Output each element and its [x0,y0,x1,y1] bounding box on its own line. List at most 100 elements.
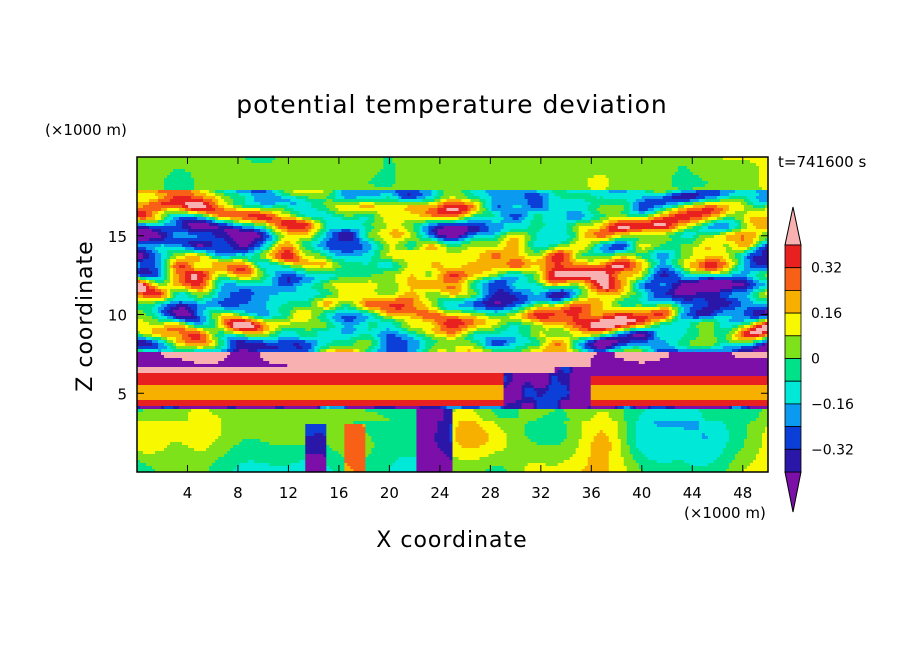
heatmap-cell [287,175,291,179]
heatmap-cell [491,184,496,188]
heatmap-cell [497,172,502,176]
heatmap-cell [296,166,300,170]
heatmap-cell [392,166,396,170]
heatmap-cell [293,160,297,164]
heatmap-cell [641,181,646,185]
heatmap-cell [266,166,270,170]
heatmap-cell [215,166,219,170]
heatmap-cell [452,181,457,185]
heatmap-cell [572,163,577,167]
heatmap-cell [326,184,330,188]
heatmap-cell [404,172,409,176]
heatmap-cell [596,163,601,167]
heatmap-cell [269,184,273,188]
heatmap-cell [428,178,433,182]
heatmap-cell [425,160,430,164]
heatmap-cell [647,181,652,185]
heatmap-cell [749,166,754,170]
heatmap-cell [728,157,733,161]
heatmap-cell [344,172,348,176]
heatmap-cell [470,157,475,161]
heatmap-cell [170,169,174,173]
heatmap-cell [653,163,658,167]
heatmap-cell [167,163,171,167]
heatmap-cell [467,163,472,167]
heatmap-cell [575,163,580,167]
heatmap-cell [671,163,676,167]
heatmap-cell [335,184,339,188]
heatmap-cell [401,166,406,170]
heatmap-cell [461,184,466,188]
heatmap-cell [314,169,318,173]
heatmap-cell [644,175,649,179]
heatmap-cell [350,184,354,188]
heatmap-cell [212,181,216,185]
heatmap-cell [686,157,691,161]
heatmap-cell [731,157,736,161]
heatmap-cell [479,184,484,188]
heatmap-cell [173,181,177,185]
heatmap-cell [482,166,487,170]
heatmap-cell [365,157,369,161]
heatmap-cell [467,184,472,188]
heatmap-cell [560,163,565,167]
heatmap-cell [335,169,339,173]
heatmap-cell [317,172,321,176]
heatmap-cell [398,181,403,185]
heatmap-cell [677,166,682,170]
heatmap-cell [344,184,348,188]
heatmap-cell [353,169,357,173]
heatmap-cell [518,157,523,161]
heatmap-cell [437,169,442,173]
heatmap-cell [536,184,541,188]
heatmap-cell [167,172,171,176]
heatmap-cell [452,157,457,161]
heatmap-cell [566,181,571,185]
heatmap-cell [392,178,396,182]
heatmap-cell [599,172,604,176]
heatmap-cell [437,184,442,188]
heatmap-cell [176,163,180,167]
heatmap-cell [488,175,493,179]
heatmap-cell [305,163,309,167]
heatmap-cell [230,160,234,164]
heatmap-cell [551,163,556,167]
heatmap-cell [299,178,303,182]
heatmap-cell [755,163,760,167]
heatmap-cell [401,163,406,167]
heatmap-cell [539,178,544,182]
heatmap-cell [380,157,384,161]
heatmap-cell [389,157,393,161]
heatmap-cell [281,160,285,164]
heatmap-cell [737,163,742,167]
heatmap-cell [500,175,505,179]
heatmap-cell [254,166,258,170]
heatmap-cell [260,181,264,185]
time-label: t=741600 s [778,153,866,171]
heatmap-cell [290,172,294,176]
heatmap-cell [422,163,427,167]
heatmap-cell [485,157,490,161]
heatmap-cell [491,166,496,170]
heatmap-cell [605,163,610,167]
heatmap-cell [737,178,742,182]
heatmap-cell [158,169,162,173]
heatmap-cell [530,163,535,167]
heatmap-cell [371,178,375,182]
heatmap-cell [692,175,697,179]
heatmap-cell [146,178,150,182]
heatmap-cell [515,175,520,179]
heatmap-cell [386,163,390,167]
heatmap-cell [224,157,228,161]
heatmap-cell [299,157,303,161]
heatmap-cell [431,160,436,164]
heatmap-cell [533,163,538,167]
heatmap-cell [602,172,607,176]
heatmap-cell [704,175,709,179]
heatmap-cell [485,166,490,170]
heatmap-cell [410,175,415,179]
heatmap-cell [557,169,562,173]
heatmap-cell [305,178,309,182]
heatmap-cell [227,184,231,188]
heatmap-cell [341,184,345,188]
